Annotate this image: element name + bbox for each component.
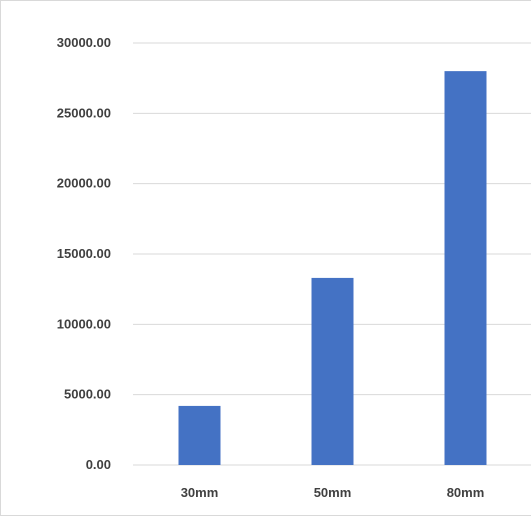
- x-axis-labels: 30mm 50mm 80mm: [181, 485, 485, 500]
- x-category-label: 80mm: [447, 485, 485, 500]
- y-tick-label: 15000.00: [57, 246, 111, 261]
- bars: [178, 71, 487, 465]
- bar-50mm: [311, 277, 354, 465]
- bar-30mm: [178, 405, 221, 465]
- y-tick-label: 20000.00: [57, 176, 111, 191]
- y-axis-ticks: 0.00 5000.00 10000.00 15000.00 20000.00 25000…: [57, 35, 111, 472]
- y-tick-label: 25000.00: [57, 105, 111, 120]
- y-tick-label: 0.00: [86, 457, 111, 472]
- y-tick-label: 5000.00: [64, 387, 111, 402]
- x-category-label: 50mm: [314, 485, 352, 500]
- bar-80mm: [444, 71, 487, 465]
- y-tick-label: 30000.00: [57, 35, 111, 50]
- y-tick-label: 10000.00: [57, 316, 111, 331]
- x-category-label: 30mm: [181, 485, 219, 500]
